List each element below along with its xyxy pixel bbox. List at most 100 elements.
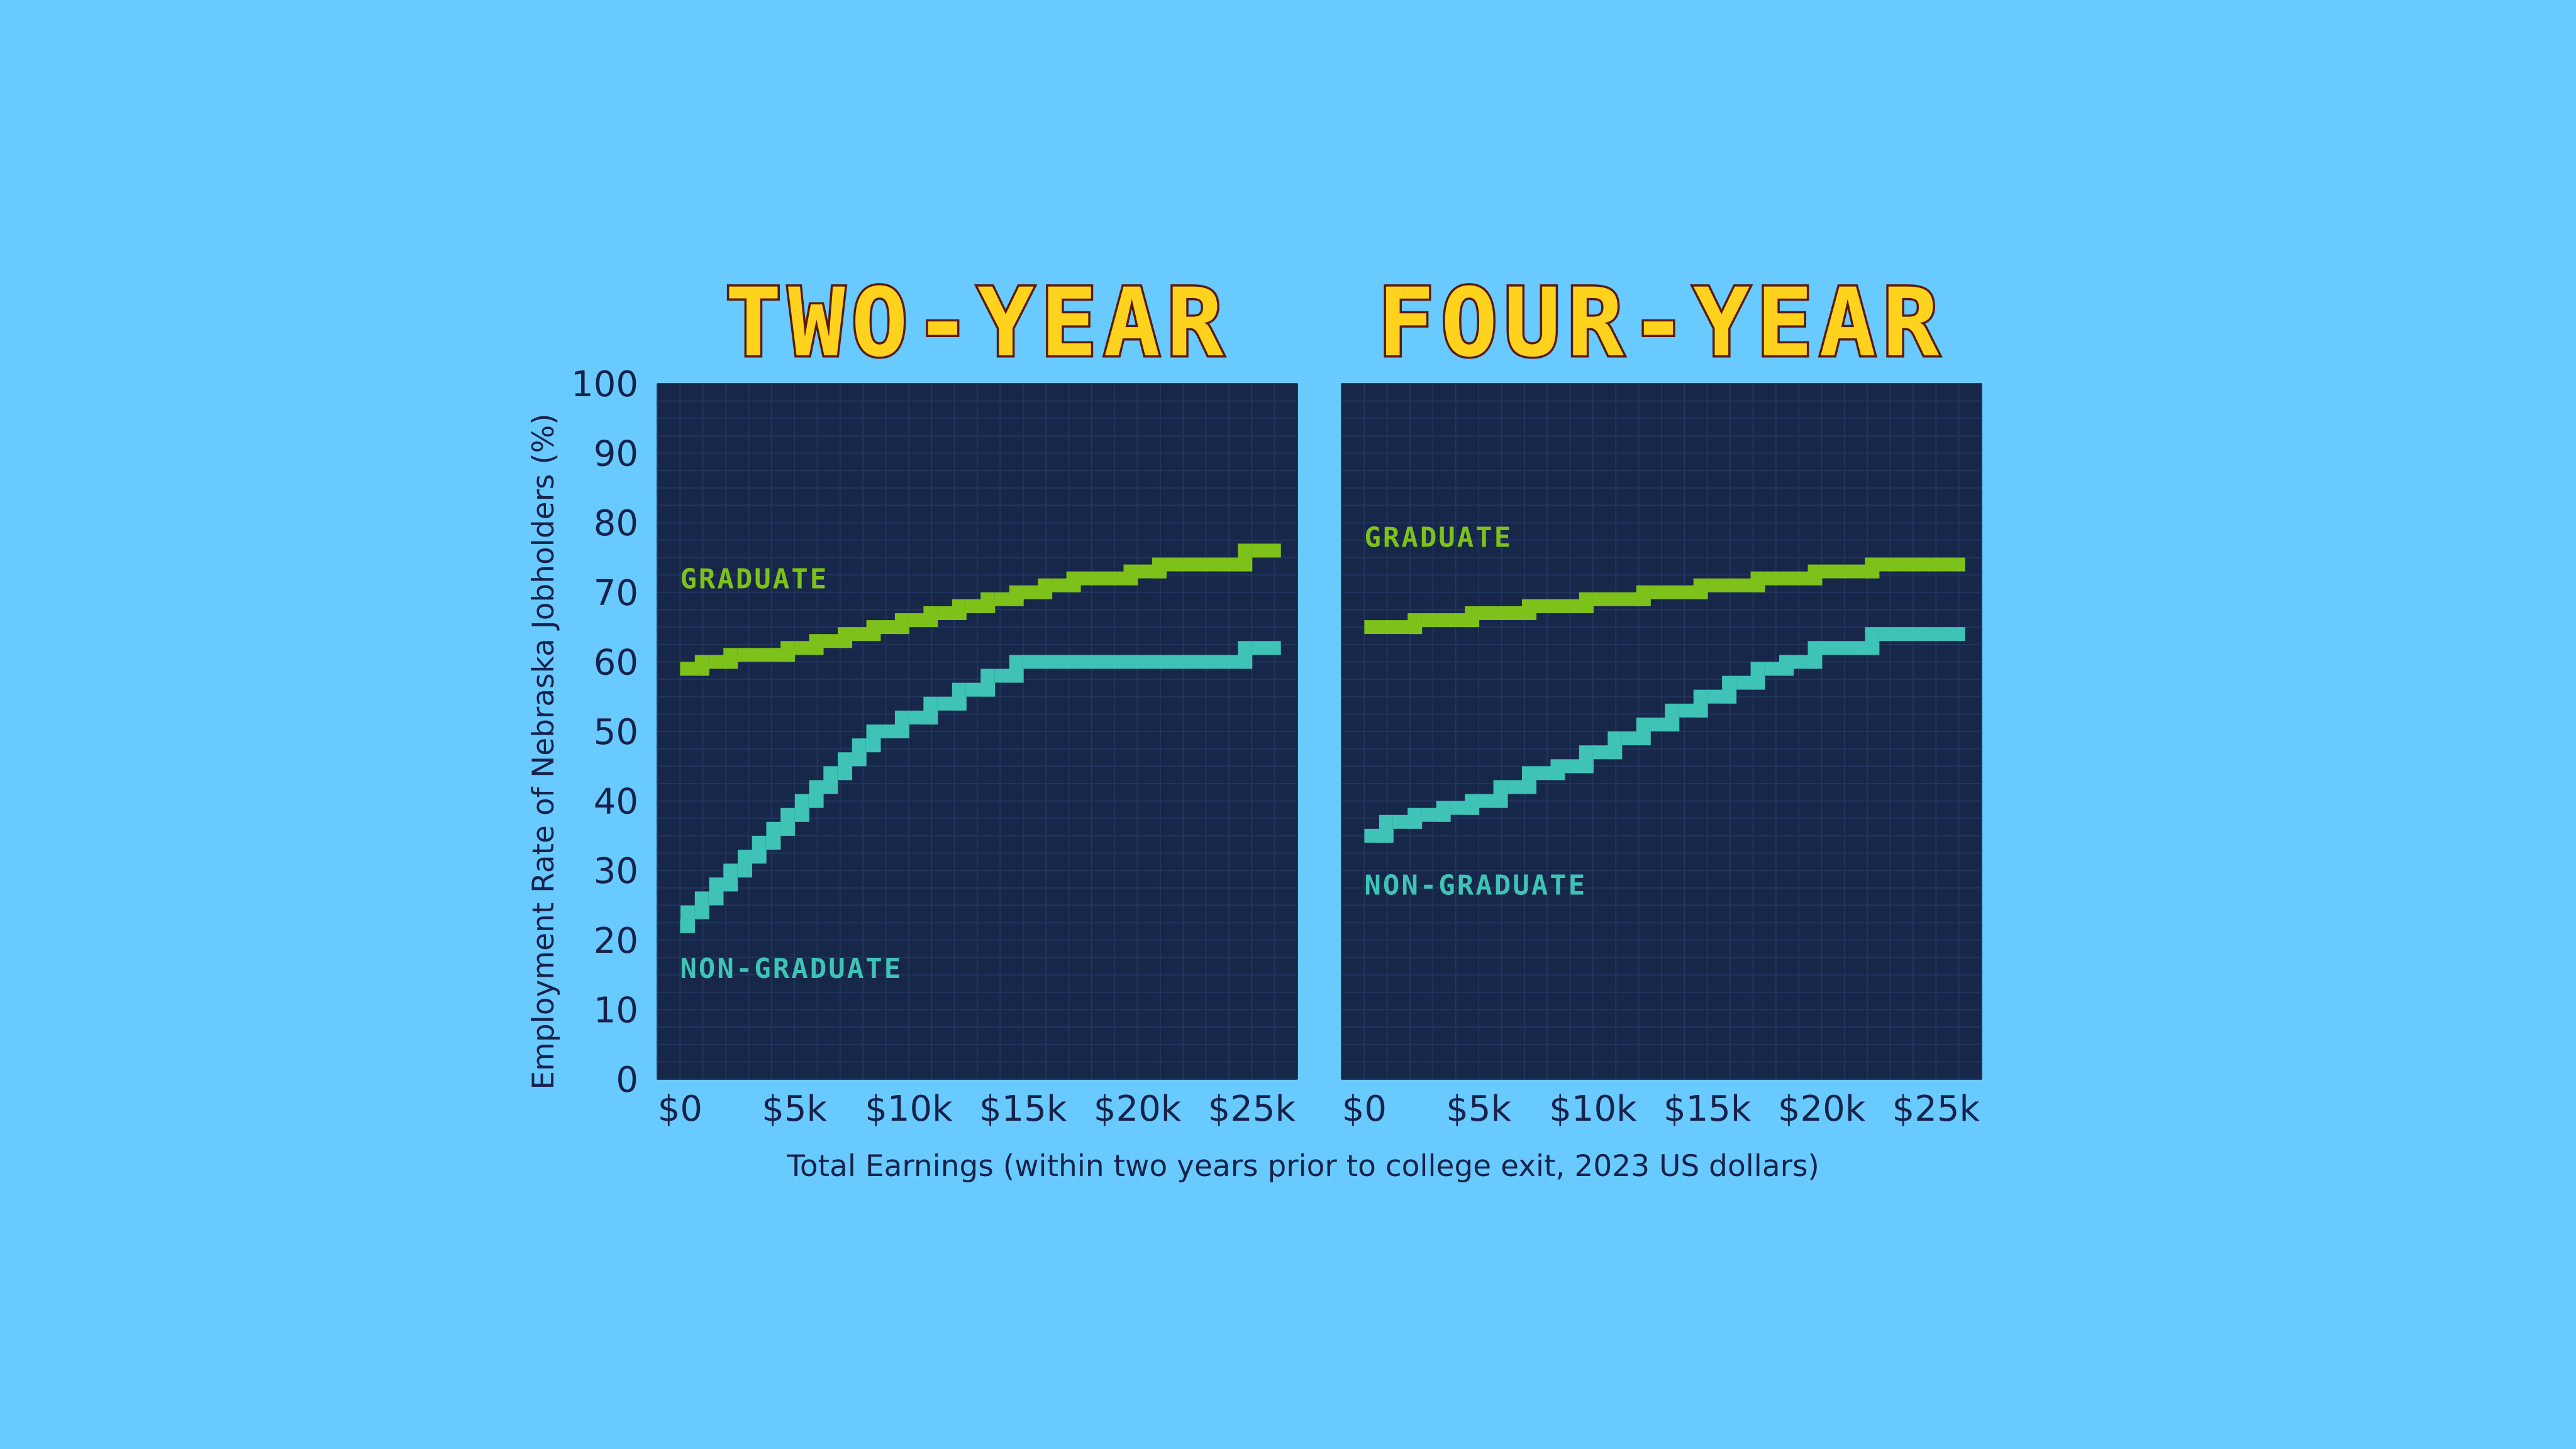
step-segment [1165,655,1196,669]
step-riser [1152,557,1166,579]
series-graduate [1364,557,1965,635]
step-riser [1436,801,1450,822]
x-axis-ticks: $0 $5k $10k $15k $20k $25k $0 $5k $10k $15k $20k $2… [658,1089,1980,1130]
y-tick-label: 30 [594,851,638,892]
step-riser [1579,745,1593,774]
step-segment [1821,641,1851,655]
step-riser [838,752,852,780]
panel-title-two-year: TWO-YEAR [725,269,1230,378]
step-segment [1165,557,1196,572]
step-riser [838,627,852,648]
step-riser [1009,585,1023,606]
step-segment [1764,571,1794,586]
grid [657,383,1298,1080]
series-graduate [680,543,1281,676]
panel-two-year: GRADUATE NON-GRADUATE [657,383,1298,1080]
step-riser [780,641,795,662]
series-label-graduate: GRADUATE [680,564,828,596]
chart-panels: GRADUATE NON-GRADUATE GRADUATE NON-GRADUATE [657,383,1982,1080]
step-riser [866,620,880,641]
step-riser [980,669,995,697]
step-riser [694,655,709,676]
series-non-graduate [680,641,1281,933]
grid [1341,383,1982,1080]
step-segment [1536,599,1565,613]
x-tick-label: $10k [1549,1089,1637,1130]
step-riser [1636,585,1650,606]
step-riser [1550,759,1565,780]
x-tick-label: $0 [1342,1089,1387,1130]
step-riser [1407,613,1422,635]
step-segment [1194,655,1224,669]
step-segment [1707,578,1737,592]
x-axis-title: Total Earnings (within two years prior t… [786,1149,1819,1184]
step-riser [1038,578,1052,599]
step-riser [1693,578,1707,599]
step-riser [1066,571,1080,592]
step-segment [1879,557,1908,572]
step-segment [1194,557,1224,572]
step-riser [1607,731,1622,760]
step-riser [723,863,738,892]
panel-titles: TWO-YEAR FOUR-YEAR [723,267,1941,380]
x-tick-label: $25k [1208,1089,1296,1130]
series-label-non-graduate: NON-GRADUATE [680,953,902,985]
y-tick-label: 70 [594,573,638,614]
step-riser [809,780,823,808]
step-riser [894,613,909,635]
step-segment [1421,613,1451,628]
step-riser [1750,662,1765,690]
step-segment [1879,627,1908,641]
step-riser [1493,780,1507,808]
step-riser [1238,543,1252,572]
step-riser [766,821,780,850]
step-riser [894,710,909,738]
step-riser [866,724,880,753]
step-segment [1023,655,1053,669]
step-riser [1009,655,1023,683]
x-tick-label: $15k [1663,1089,1752,1130]
step-riser [809,634,823,655]
step-riser [952,682,966,711]
step-riser [1693,689,1707,718]
step-riser [923,606,938,628]
step-riser [1807,641,1822,669]
series-label-non-graduate: NON-GRADUATE [1364,869,1587,901]
step-riser [1465,794,1479,815]
step-segment [1080,655,1110,669]
step-riser [952,599,966,620]
step-riser [1579,592,1593,613]
y-tick-label: 10 [594,990,638,1031]
step-riser [1522,766,1536,794]
step-riser [852,738,866,767]
step-riser [1665,703,1679,731]
step-segment [1252,543,1281,558]
step-segment [1080,571,1110,586]
step-segment [1252,641,1281,655]
step-riser [1865,627,1879,655]
y-tick-label: 60 [594,642,638,683]
step-segment [1109,655,1138,669]
y-tick-label: 20 [594,921,638,962]
y-tick-label: 90 [594,434,638,475]
panel-four-year: GRADUATE NON-GRADUATE [1341,383,1982,1080]
step-segment [1052,655,1081,669]
series-label-graduate: GRADUATE [1364,521,1513,553]
step-riser [752,835,766,864]
step-riser [694,891,709,919]
x-tick-label: $0 [658,1089,702,1130]
step-segment [1936,627,1965,641]
step-riser [980,592,995,613]
y-tick-label: 80 [594,503,638,544]
step-segment [1137,655,1167,669]
x-tick-label: $5k [1446,1089,1511,1130]
step-riser [1865,557,1879,579]
step-segment [1592,592,1623,606]
step-riser [723,648,738,669]
x-tick-label: $5k [762,1089,827,1130]
x-tick-label: $20k [1778,1089,1866,1130]
step-riser [709,877,723,906]
step-segment [1907,627,1937,641]
series-non-graduate [1364,627,1965,843]
